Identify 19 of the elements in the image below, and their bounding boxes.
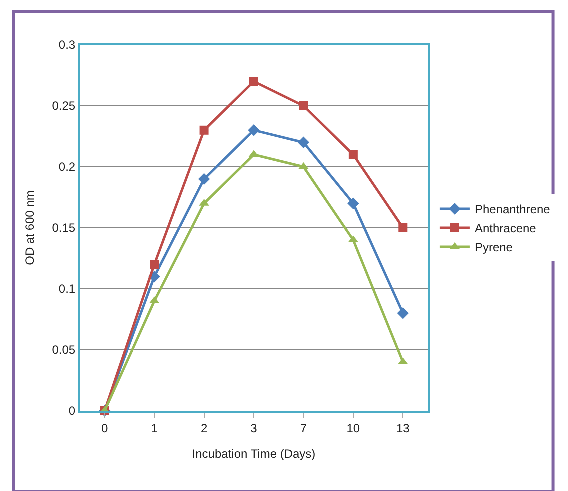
y-tick-label: 0.1 — [58, 282, 76, 296]
y-tick-label: 0.3 — [58, 38, 76, 52]
x-tick-label: 1 — [151, 421, 158, 436]
legend-label: Phenanthrene — [474, 202, 551, 217]
y-tick-label: 0.05 — [52, 343, 76, 358]
x-tick-label: 7 — [300, 421, 308, 436]
x-tick-label: 10 — [346, 421, 360, 436]
y-tick-label: 0.15 — [52, 221, 76, 236]
y-axis-title: OD at 600 nm — [23, 190, 38, 266]
y-tick-label: 0.25 — [52, 99, 76, 114]
legend-label: Anthracene — [474, 222, 537, 236]
x-tick-label: 13 — [396, 421, 410, 436]
y-tick-label: 0 — [68, 404, 76, 418]
legend-label: Pyrene — [474, 240, 514, 255]
x-tick-label: 3 — [250, 421, 258, 436]
x-tick-label: 2 — [200, 421, 208, 436]
x-axis-title: Incubation Time (Days) — [192, 446, 316, 461]
x-tick-label: 0 — [102, 421, 109, 436]
y-tick-label: 0.2 — [58, 160, 76, 174]
